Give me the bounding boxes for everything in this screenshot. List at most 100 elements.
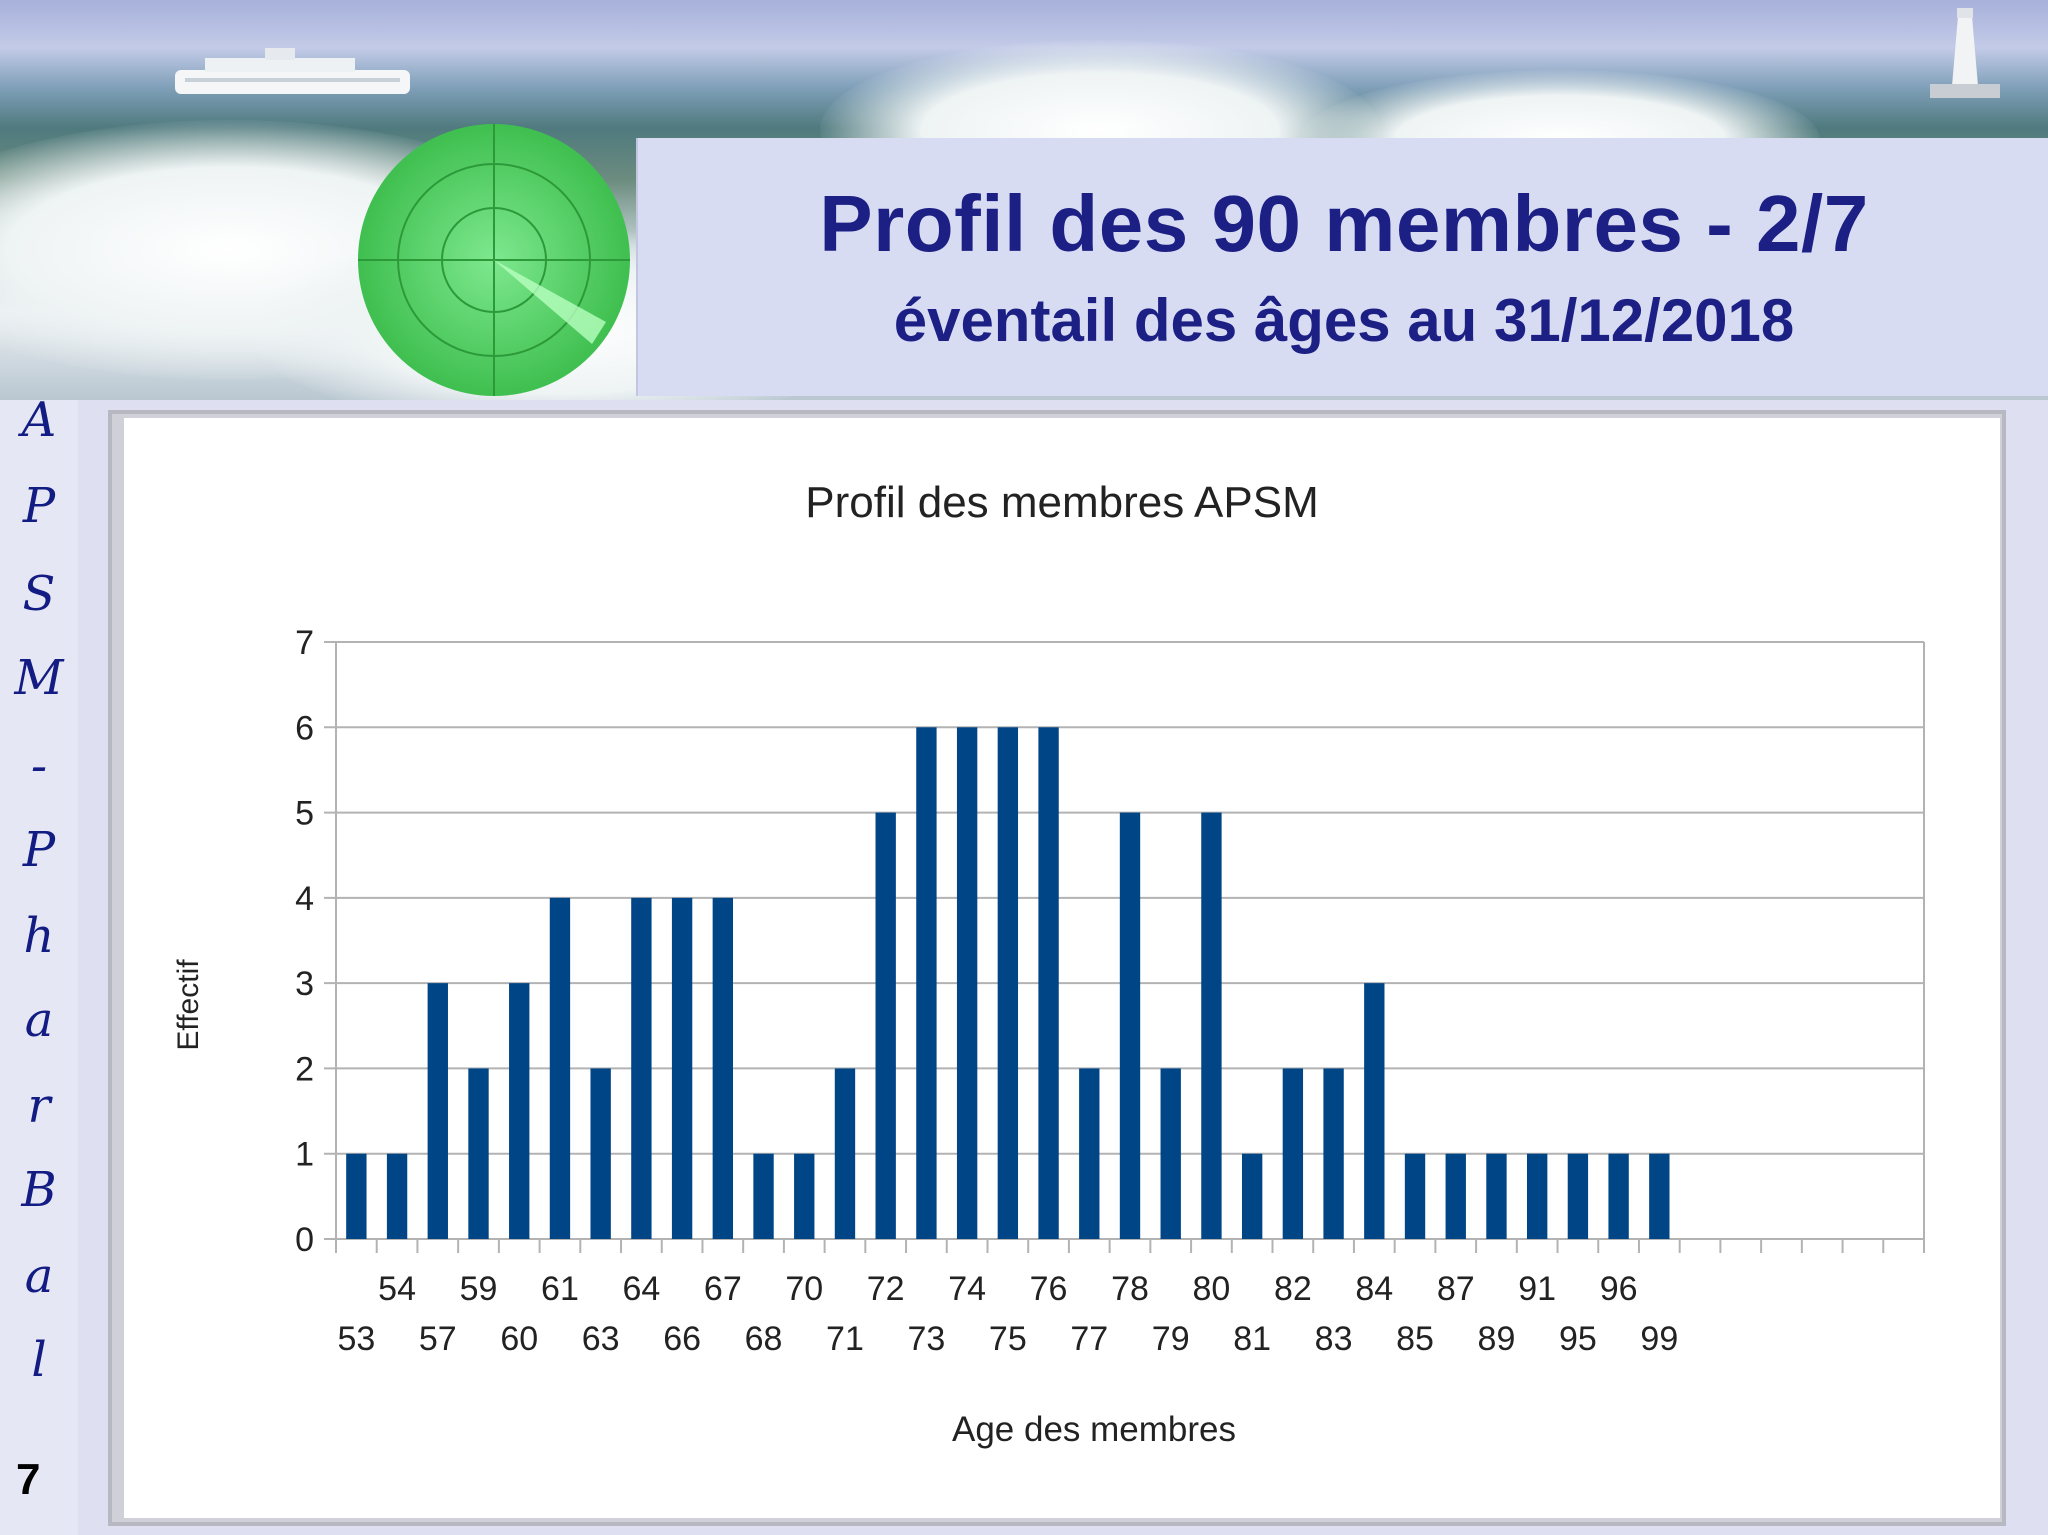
y-tick-label: 2 bbox=[295, 1050, 314, 1088]
bar bbox=[631, 897, 652, 1239]
bar bbox=[1079, 1068, 1100, 1239]
bar bbox=[1486, 1153, 1507, 1239]
bar bbox=[1567, 1153, 1589, 1239]
bar bbox=[1282, 1068, 1304, 1239]
bar bbox=[1608, 1153, 1629, 1239]
slide-title: Profil des 90 membres - 2/7 bbox=[819, 179, 1869, 268]
bar bbox=[1649, 1153, 1670, 1239]
bar bbox=[712, 897, 733, 1239]
x-axis-label: Age des membres bbox=[951, 1410, 1237, 1449]
x-tick-label: 63 bbox=[582, 1320, 620, 1358]
x-tick-label: 96 bbox=[1600, 1270, 1638, 1308]
ship-image bbox=[175, 48, 410, 94]
bar bbox=[916, 727, 937, 1239]
bar bbox=[1241, 1153, 1263, 1239]
x-tick-label: 78 bbox=[1111, 1270, 1149, 1308]
x-tick-label: 77 bbox=[1070, 1320, 1108, 1358]
bar bbox=[753, 1153, 774, 1239]
x-tick-label: 61 bbox=[541, 1270, 579, 1308]
x-tick-label: 74 bbox=[948, 1270, 986, 1308]
bar bbox=[956, 727, 978, 1239]
slide-subtitle: éventail des âges au 31/12/2018 bbox=[893, 287, 1795, 354]
bar bbox=[1404, 1153, 1426, 1239]
x-tick-label: 59 bbox=[460, 1270, 498, 1308]
x-tick-label: 87 bbox=[1437, 1270, 1475, 1308]
y-tick-label: 7 bbox=[295, 624, 314, 662]
x-tick-label: 68 bbox=[745, 1320, 783, 1358]
x-tick-label: 67 bbox=[704, 1270, 742, 1308]
sidebar-letter: a bbox=[24, 992, 54, 1048]
y-tick-label: 5 bbox=[295, 795, 314, 833]
x-tick-label: 83 bbox=[1315, 1320, 1353, 1358]
sidebar-letter: A bbox=[21, 392, 57, 448]
sidebar-letter: r bbox=[27, 1078, 51, 1134]
x-tick-label: 57 bbox=[419, 1320, 457, 1358]
sidebar-letter: P bbox=[22, 822, 56, 878]
y-axis-label: Effectif bbox=[172, 959, 205, 1051]
x-tick-label: 72 bbox=[867, 1270, 905, 1308]
x-tick-label: 54 bbox=[378, 1270, 416, 1308]
bar bbox=[346, 1153, 367, 1239]
y-tick-label: 0 bbox=[295, 1221, 314, 1259]
bar bbox=[1364, 983, 1385, 1239]
x-tick-label: 99 bbox=[1640, 1320, 1678, 1358]
title-box: Profil des 90 membres - 2/7 éventail des… bbox=[636, 138, 2048, 396]
bar bbox=[997, 727, 1019, 1239]
sidebar-letter: B bbox=[21, 1162, 57, 1218]
bar bbox=[468, 1068, 489, 1239]
x-tick-label: 79 bbox=[1152, 1320, 1190, 1358]
x-tick-label: 84 bbox=[1355, 1270, 1393, 1308]
chart-area: Profil des membres APSM 0 1 2 3 4 5 6 7 53 54 57 59… bbox=[124, 418, 2000, 1518]
x-tick-label: 73 bbox=[907, 1320, 945, 1358]
bar bbox=[590, 1068, 611, 1239]
bar bbox=[1445, 1153, 1466, 1239]
x-tick-label: 60 bbox=[500, 1320, 538, 1358]
bar bbox=[427, 983, 448, 1239]
bar bbox=[1527, 1153, 1548, 1239]
x-tick-label: 53 bbox=[337, 1320, 375, 1358]
sidebar-letter: a bbox=[24, 1248, 54, 1304]
bar bbox=[386, 1153, 408, 1239]
x-tick-label: 91 bbox=[1518, 1270, 1556, 1308]
bar bbox=[509, 983, 530, 1239]
bar bbox=[1160, 1068, 1181, 1239]
x-tick-label: 71 bbox=[826, 1320, 864, 1358]
bar bbox=[1323, 1068, 1344, 1239]
y-tick-label: 4 bbox=[295, 880, 314, 918]
bar bbox=[1119, 812, 1141, 1239]
bar-chart: 0123456753545759606163646667687071727374… bbox=[295, 624, 1925, 1358]
x-tick-label: 70 bbox=[785, 1270, 823, 1308]
bar bbox=[1201, 812, 1222, 1239]
x-tick-label: 95 bbox=[1559, 1320, 1597, 1358]
sidebar-letter: h bbox=[23, 908, 55, 964]
y-tick-label: 6 bbox=[295, 709, 314, 747]
x-tick-label: 75 bbox=[989, 1320, 1027, 1358]
bar bbox=[794, 1153, 815, 1239]
sidebar-letter: M bbox=[14, 650, 64, 706]
y-tick-label: 3 bbox=[295, 965, 314, 1003]
header-banner: Profil des 90 membres - 2/7 éventail des… bbox=[0, 0, 2048, 400]
bar bbox=[875, 812, 896, 1239]
bar bbox=[549, 897, 571, 1239]
lighthouse-image bbox=[1930, 8, 2000, 98]
sidebar-letter: - bbox=[30, 738, 48, 794]
x-tick-label: 82 bbox=[1274, 1270, 1312, 1308]
x-tick-label: 80 bbox=[1193, 1270, 1231, 1308]
x-tick-label: 85 bbox=[1396, 1320, 1434, 1358]
sidebar-letter: l bbox=[31, 1332, 47, 1388]
x-tick-label: 66 bbox=[663, 1320, 701, 1358]
page-number: 7 bbox=[16, 1455, 41, 1504]
x-tick-label: 76 bbox=[1030, 1270, 1068, 1308]
bar bbox=[1038, 727, 1059, 1239]
chart-title: Profil des membres APSM bbox=[805, 478, 1319, 527]
y-tick-label: 1 bbox=[295, 1136, 314, 1174]
x-tick-label: 89 bbox=[1478, 1320, 1516, 1358]
x-tick-label: 81 bbox=[1233, 1320, 1271, 1358]
sidebar-letter: P bbox=[22, 478, 56, 534]
x-tick-label: 64 bbox=[622, 1270, 660, 1308]
sidebar-letter: S bbox=[22, 566, 56, 622]
bar bbox=[671, 897, 693, 1239]
radar-icon bbox=[358, 124, 630, 396]
bar bbox=[834, 1068, 856, 1239]
